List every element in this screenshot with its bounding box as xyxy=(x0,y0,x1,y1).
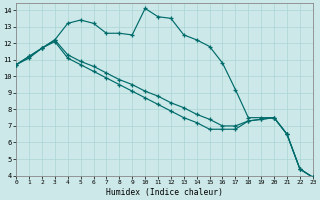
X-axis label: Humidex (Indice chaleur): Humidex (Indice chaleur) xyxy=(106,188,223,197)
